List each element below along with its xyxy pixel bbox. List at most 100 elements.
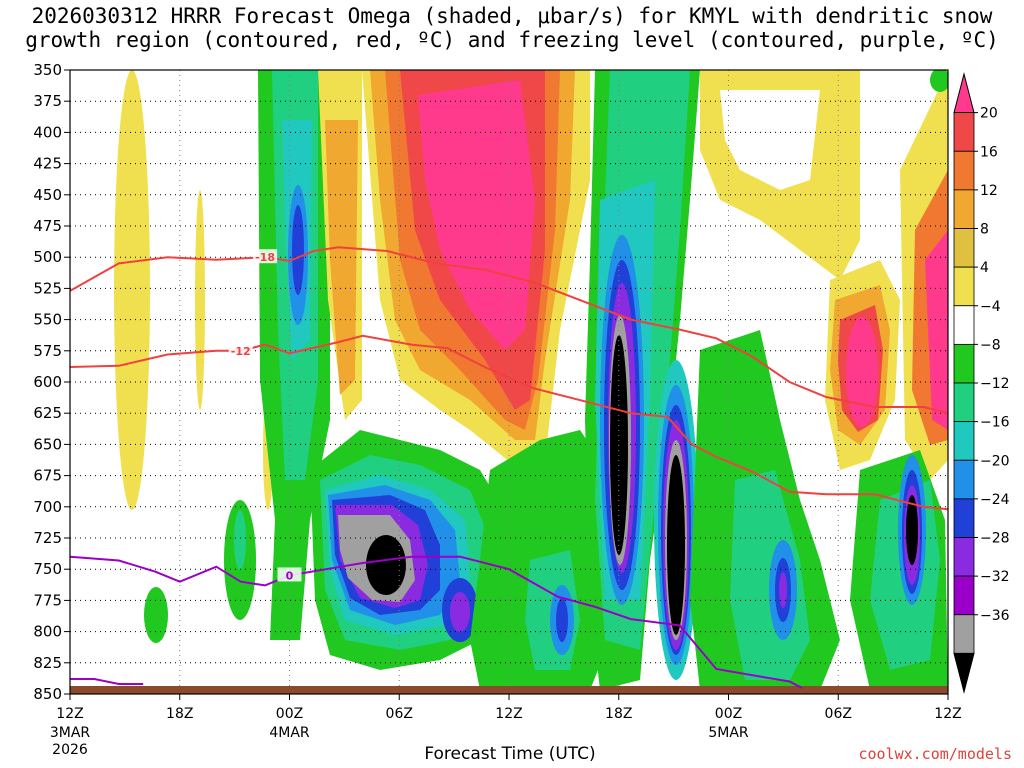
grid: [70, 70, 948, 694]
colorbar-label: −16: [980, 415, 1010, 431]
y-tick-label: 650: [33, 435, 62, 453]
chart-title: 2026030312 HRRR Forecast Omega (shaded, …: [0, 4, 1024, 52]
y-tick-label: 700: [33, 498, 62, 516]
x-tick-label: 18Z: [605, 706, 632, 722]
colorbar-swatch: [953, 228, 975, 268]
x-tick-label: 06Z: [386, 706, 413, 722]
ground-strip: [70, 686, 948, 694]
credit-text: coolwx.com/models: [858, 745, 1012, 763]
omega-blob: [720, 90, 820, 190]
omega-blob: [114, 70, 150, 510]
x-tick-label: 12Z: [56, 706, 83, 722]
y-tick-label: 450: [33, 186, 62, 204]
omega-blob: [195, 190, 205, 410]
colorbar-swatch: [953, 652, 975, 694]
y-tick-label: 750: [33, 560, 62, 578]
y-tick-label: 850: [33, 685, 62, 703]
colorbar-label: −36: [980, 608, 1010, 624]
contour-label: -12: [231, 345, 251, 358]
x-tick-label: 06Z: [825, 706, 852, 722]
x-tick-date-label: 4MAR: [269, 725, 310, 741]
colorbar-label: −28: [980, 531, 1010, 547]
contour-lines: -18 -12 0: [70, 246, 948, 689]
contour-label-bg: [277, 567, 302, 582]
colorbar-label: −24: [980, 492, 1010, 508]
x-tick-label: 00Z: [715, 706, 742, 722]
colorbar-swatch: [953, 614, 975, 654]
y-tick-label: 550: [33, 311, 62, 329]
y-axis: 350 375 400 425 450 475 500 525 550 575 600 625 650 6…: [33, 61, 70, 703]
contour-line: [70, 246, 948, 415]
y-tick-label: 575: [33, 342, 62, 360]
title-line-1: 2026030312 HRRR Forecast Omega (shaded, …: [31, 4, 993, 28]
omega-blob: [418, 80, 535, 350]
omega-blob: [234, 510, 246, 570]
x-tick-date-label: 3MAR: [50, 725, 91, 741]
y-tick-label: 775: [33, 591, 62, 609]
colorbar-swatch: [953, 537, 975, 577]
x-tick-year-label: 2026: [52, 742, 88, 758]
x-tick-label: 12Z: [934, 706, 961, 722]
x-tick-date-label: 5MAR: [708, 725, 749, 741]
contour-label-bg: [253, 249, 278, 264]
x-tick-label: 12Z: [495, 706, 522, 722]
y-tick-label: 500: [33, 248, 62, 266]
contour-label: 0: [286, 569, 294, 582]
colorbar-label: −8: [980, 337, 1001, 353]
y-tick-label: 800: [33, 623, 62, 641]
colorbar-label: 12: [980, 183, 998, 199]
colorbar-swatch: [953, 150, 975, 191]
y-tick-label: 350: [33, 61, 62, 79]
omega-blob: [144, 587, 168, 643]
y-tick-label: 400: [33, 123, 62, 141]
y-tick-label: 625: [33, 404, 62, 422]
colorbar-swatch: [953, 266, 975, 307]
y-tick-label: 675: [33, 467, 62, 485]
colorbar-label: −4: [980, 299, 1001, 315]
omega-blob: [556, 598, 568, 642]
y-tick-label: 525: [33, 279, 62, 297]
title-line-2: growth region (contoured, red, ºC) and f…: [25, 28, 999, 52]
colorbar-swatch: [953, 421, 975, 461]
contour-label-bg: [228, 342, 253, 357]
colorbar-label: −32: [980, 569, 1010, 585]
colorbar-label: −12: [980, 376, 1010, 392]
x-axis-label: Forecast Time (UTC): [424, 744, 596, 764]
contour-label: -18: [255, 251, 275, 264]
contour-line: [70, 555, 803, 689]
colorbar-swatch: [953, 112, 975, 152]
y-tick-label: 425: [33, 155, 62, 173]
x-tick-label: 18Z: [166, 706, 193, 722]
omega-blob: [930, 70, 948, 92]
omega-blob: [667, 455, 685, 635]
colorbar-swatch: [953, 189, 975, 229]
y-tick-label: 375: [33, 92, 62, 110]
colorbar-label: 20: [980, 106, 998, 122]
colorbar-label: −20: [980, 453, 1010, 469]
colorbar-swatch: [953, 72, 975, 114]
x-tick-label: 00Z: [276, 706, 303, 722]
colorbar-label: 8: [980, 222, 989, 238]
colorbar-swatch: [953, 305, 975, 345]
colorbar-label: 4: [980, 260, 989, 276]
y-tick-label: 825: [33, 654, 62, 672]
omega-blob: [846, 317, 878, 427]
colorbar-swatch: [953, 382, 975, 423]
y-tick-label: 475: [33, 217, 62, 235]
omega-blob: [292, 205, 304, 295]
omega-blob: [779, 572, 787, 608]
y-tick-label: 600: [33, 373, 62, 391]
omega-blob: [325, 120, 358, 395]
colorbar: 20 16 12 8 4 −4 −8 −12 −16 −20 −24 −28 −32 −36: [953, 72, 1010, 694]
contour-line: [70, 678, 144, 685]
colorbar-swatch: [953, 459, 975, 500]
omega-blob: [366, 535, 406, 595]
y-tick-label: 725: [33, 529, 62, 547]
omega-blob: [925, 230, 948, 430]
omega-blob: [906, 495, 918, 565]
omega-blob: [450, 592, 470, 632]
colorbar-label: 16: [980, 144, 998, 160]
colorbar-swatch: [953, 498, 975, 538]
